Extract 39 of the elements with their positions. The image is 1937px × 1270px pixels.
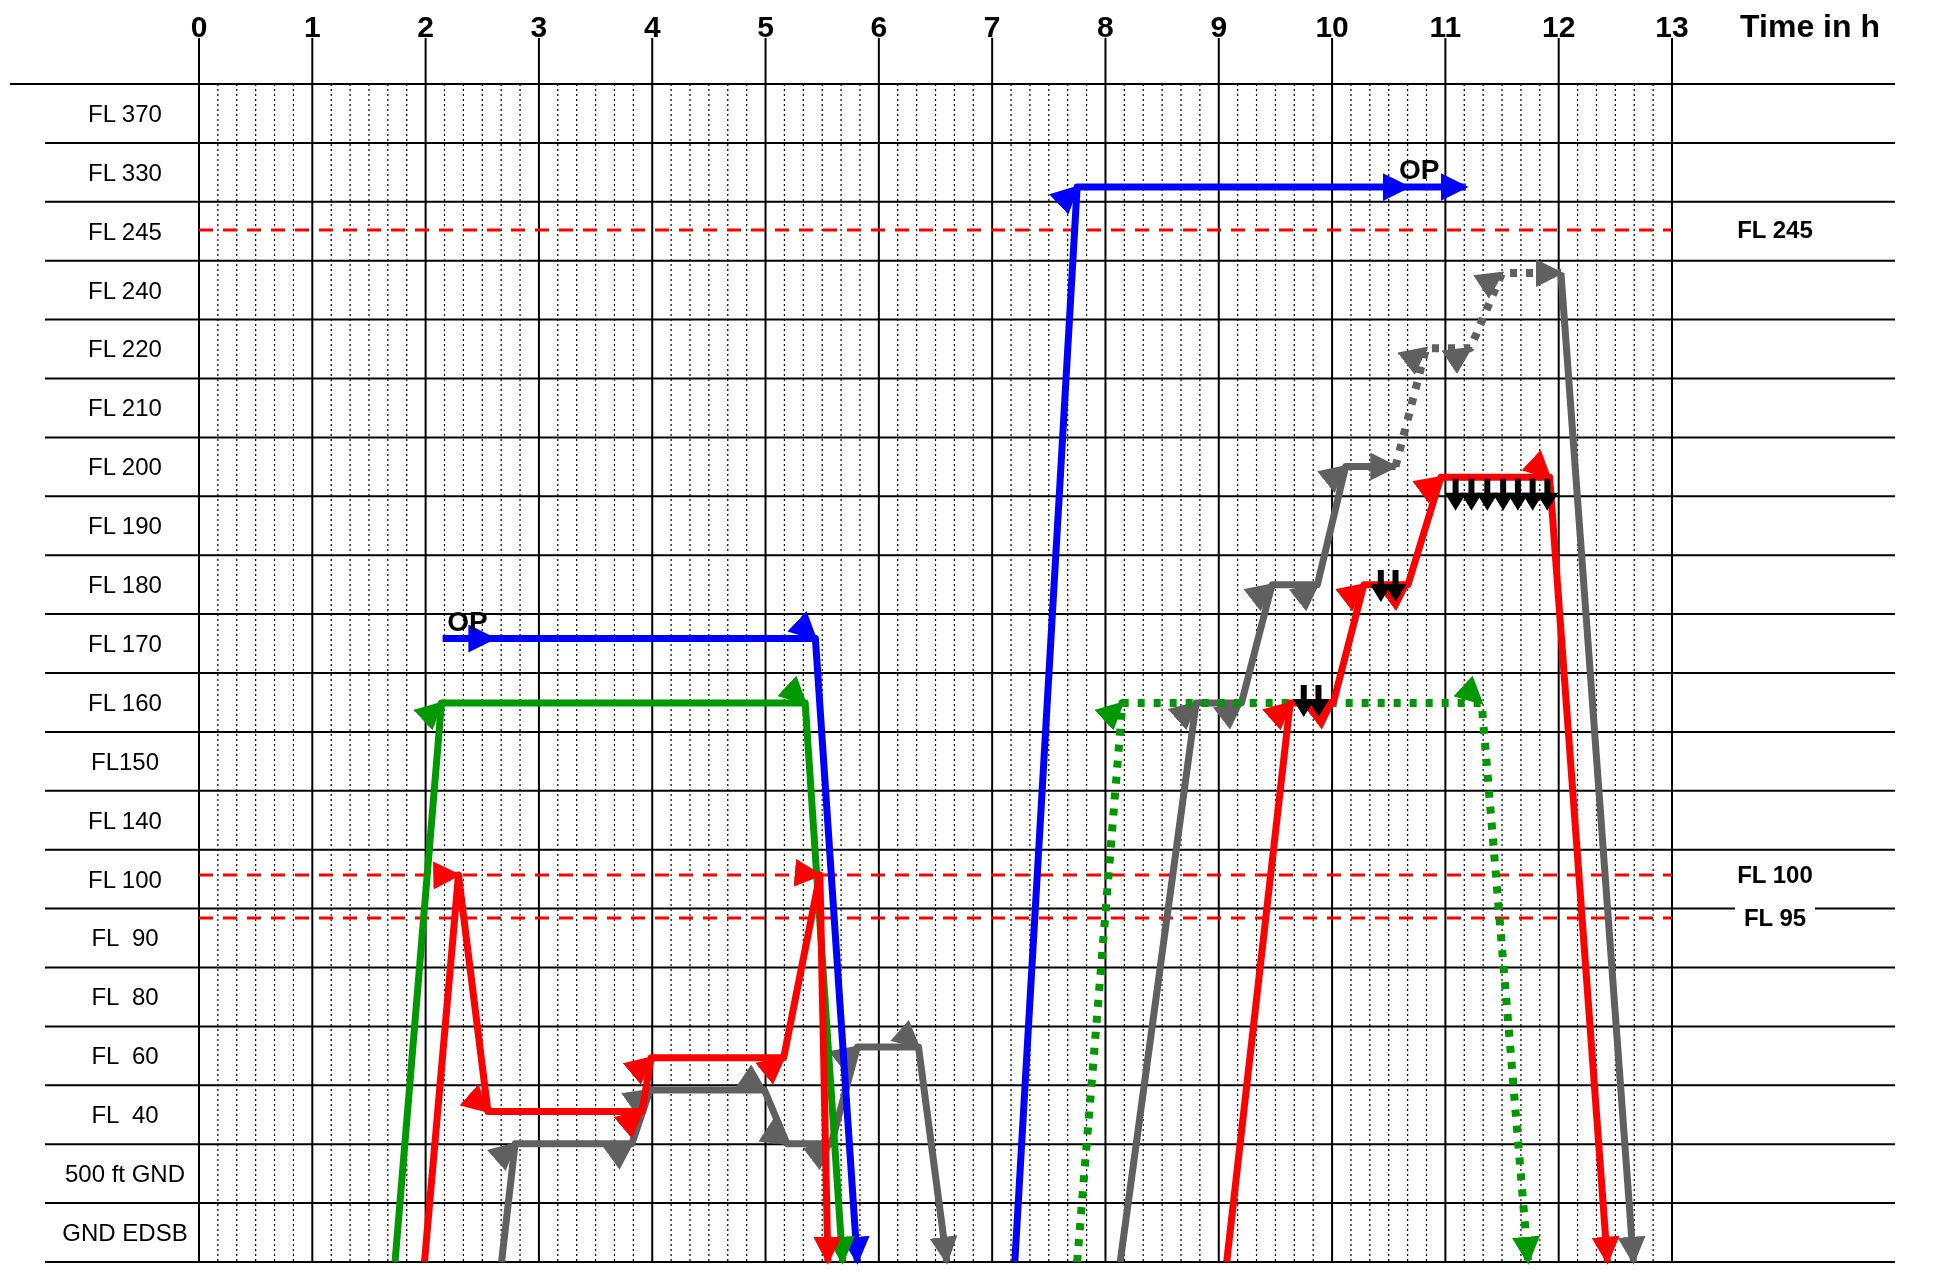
annotation: OP: [1399, 154, 1440, 186]
x-tick-label: 8: [1097, 9, 1114, 43]
category-label: FL 210: [88, 394, 162, 422]
category-label: FL 240: [88, 276, 162, 304]
x-tick-label: 2: [417, 9, 434, 43]
category-label: FL 90: [91, 924, 159, 952]
category-label: FL 220: [88, 335, 162, 363]
category-label: FL 370: [88, 99, 162, 127]
x-axis-title: Time in h: [1740, 8, 1880, 45]
category-label: FL 40: [91, 1101, 159, 1129]
category-label: FL 330: [88, 158, 162, 186]
category-label: FL 170: [88, 629, 162, 657]
x-tick-label: 1: [303, 9, 321, 43]
x-tick-label: 9: [1210, 9, 1228, 43]
category-label: 500 ft GND: [64, 1160, 186, 1188]
x-tick-label: 10: [1315, 9, 1349, 43]
x-tick-label: 11: [1429, 9, 1462, 43]
category-label: FL 190: [88, 512, 162, 540]
category-label: FL 180: [88, 571, 162, 599]
x-tick-label: 4: [643, 9, 661, 43]
category-label: FL 80: [91, 983, 159, 1011]
ref-line-label: FL 95: [1743, 904, 1807, 932]
category-label: GND EDSB: [62, 1218, 188, 1246]
x-tick-label: 12: [1542, 9, 1576, 43]
category-label: FL 160: [88, 688, 162, 716]
category-label: FL150: [90, 747, 160, 775]
x-tick-label: 6: [870, 9, 888, 43]
ref-line-label: FL 100: [1737, 861, 1813, 889]
x-tick-label: 13: [1655, 9, 1689, 43]
category-label: FL 60: [91, 1042, 159, 1070]
category-label: FL 140: [88, 806, 162, 834]
x-tick-label: 0: [190, 9, 208, 43]
category-label: FL 245: [88, 217, 162, 245]
x-tick-label: 5: [757, 9, 774, 43]
ref-line-label: FL 245: [1737, 216, 1813, 244]
x-tick-label: 3: [530, 9, 548, 43]
x-tick-label: 7: [983, 9, 1001, 43]
category-label: FL 200: [88, 453, 162, 481]
category-label: FL 100: [88, 865, 162, 893]
